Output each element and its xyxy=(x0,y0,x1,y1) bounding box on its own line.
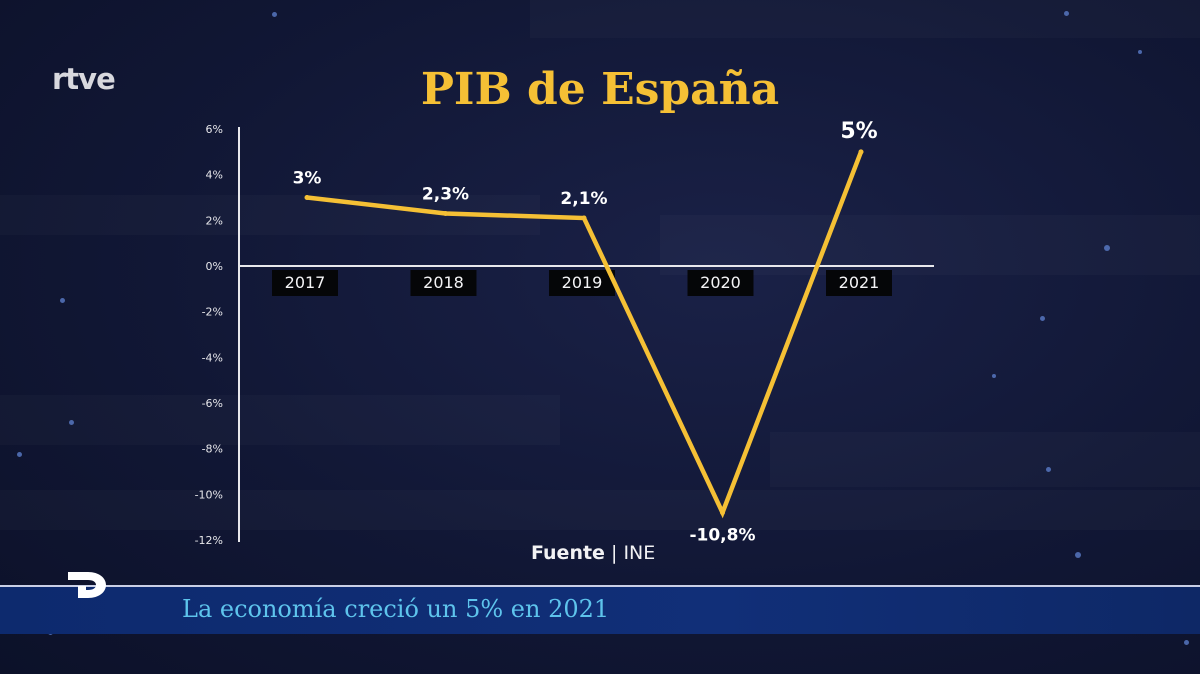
news-ticker: La economía creció un 5% en 2021 xyxy=(0,587,1200,634)
data-point xyxy=(304,195,310,200)
x-tick-label: 2018 xyxy=(423,273,464,292)
background-star xyxy=(992,374,996,378)
x-label-box xyxy=(687,270,754,296)
source-label: Fuente xyxy=(531,542,605,564)
y-tick-label: 4% xyxy=(206,169,223,182)
x-tick-label: 2019 xyxy=(562,273,603,292)
ticker-divider xyxy=(0,585,1200,587)
source-line: Fuente | INE xyxy=(531,542,655,564)
y-tick-label: 2% xyxy=(206,214,223,227)
y-tick-label: -12% xyxy=(195,534,223,547)
background-star xyxy=(60,298,65,303)
x-label-box xyxy=(272,270,338,296)
y-tick-label: -2% xyxy=(202,306,223,319)
background-star xyxy=(1064,11,1069,16)
data-point xyxy=(443,210,448,216)
x-label-box xyxy=(549,270,615,296)
data-point xyxy=(720,510,725,516)
y-tick-label: -10% xyxy=(195,488,223,501)
data-label: -10,8% xyxy=(689,526,755,546)
background-star xyxy=(1184,640,1189,645)
background-star xyxy=(1046,467,1051,472)
data-label: 3% xyxy=(293,169,322,189)
x-label-box xyxy=(826,270,892,296)
data-point xyxy=(581,215,587,221)
x-tick-label: 2020 xyxy=(700,273,741,292)
background-star xyxy=(1138,50,1142,54)
x-tick-label: 2021 xyxy=(839,273,880,292)
y-tick-label: -4% xyxy=(202,351,223,364)
data-point xyxy=(858,149,864,155)
background-star xyxy=(17,452,22,457)
ticker-text: La economía creció un 5% en 2021 xyxy=(182,595,610,623)
data-label: 5% xyxy=(840,119,877,144)
background-star xyxy=(272,12,277,17)
source-separator: | xyxy=(611,542,618,564)
background-star xyxy=(1040,316,1045,321)
y-tick-label: 6% xyxy=(206,123,223,136)
rtve-logo: rtve xyxy=(52,62,116,96)
y-tick-label: -6% xyxy=(202,397,223,410)
y-tick-label: -8% xyxy=(202,443,223,456)
d-channel-icon xyxy=(68,572,106,598)
data-label: 2,3% xyxy=(422,184,469,204)
x-label-box xyxy=(410,270,477,296)
source-name: INE xyxy=(623,542,656,564)
data-label: 2,1% xyxy=(560,189,607,209)
background-star xyxy=(1104,245,1110,251)
y-tick-label: 0% xyxy=(206,260,223,273)
background-star xyxy=(69,420,74,425)
chart-title: PIB de España xyxy=(420,64,780,115)
background-star xyxy=(1075,552,1081,558)
x-tick-label: 2017 xyxy=(285,273,326,292)
